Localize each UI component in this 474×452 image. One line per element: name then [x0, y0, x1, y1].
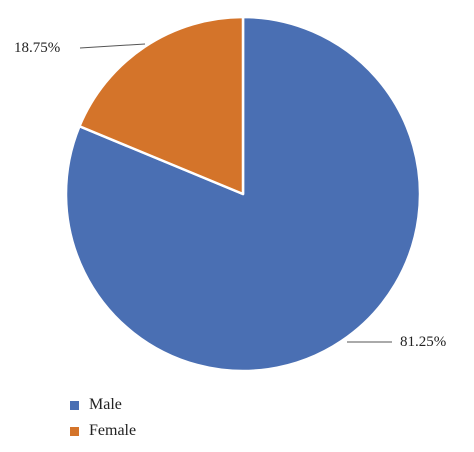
leader-lines	[79, 43, 392, 343]
pie-slice-female	[78, 15, 245, 196]
legend-label-male: Male	[89, 396, 122, 413]
legend-item-male: Male	[70, 392, 136, 418]
legend: Male Female	[70, 392, 136, 444]
leader-line-female	[79, 43, 146, 49]
legend-swatch-male	[70, 400, 79, 410]
legend-swatch-female	[70, 426, 79, 436]
data-label-female: 18.75%	[14, 40, 60, 56]
data-labels: 81.25% 18.75%	[14, 40, 446, 350]
pie-slices	[64, 15, 422, 373]
data-label-male: 81.25%	[400, 334, 446, 350]
legend-label-female: Female	[89, 422, 137, 439]
legend-item-female: Female	[70, 418, 136, 444]
